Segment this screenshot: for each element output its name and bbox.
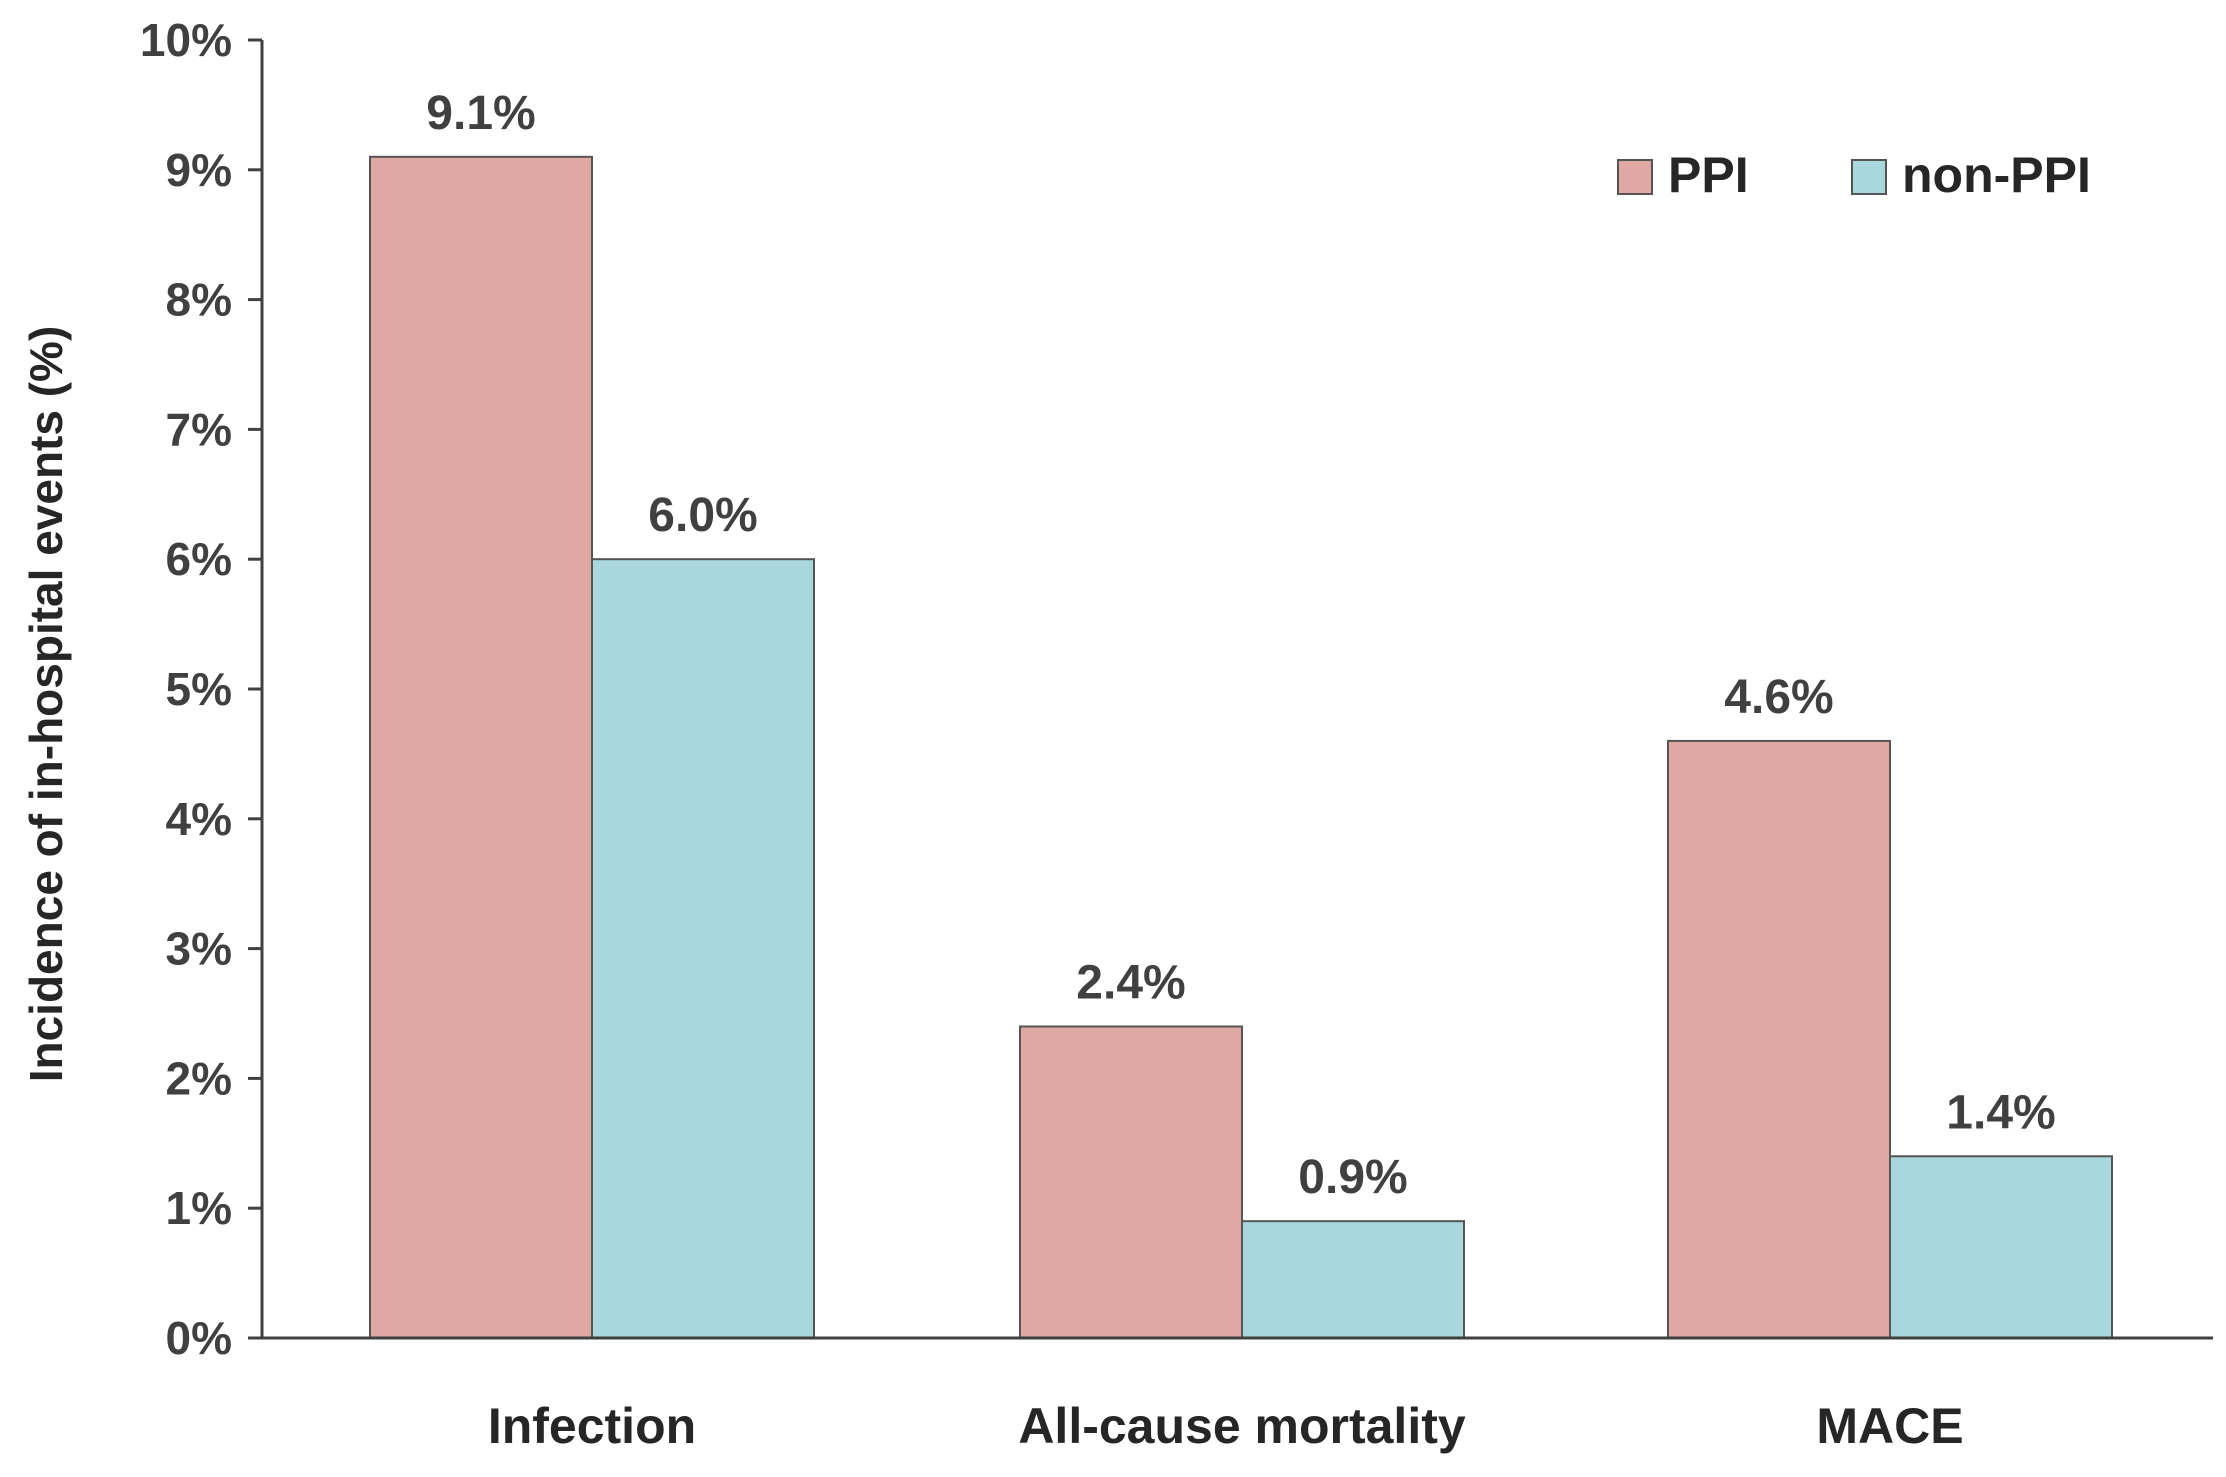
bar-non-ppi-all-cause-mortality [1241,1220,1465,1340]
data-label-non-ppi-mace: 1.4% [1946,1086,2055,1139]
category-label-mace: MACE [1816,1398,1963,1454]
y-tick-label: 3% [166,923,232,975]
data-labels-layer: 9.1% 6.0% 2.4% 0.9% 4.6% 1.4% [426,87,2055,1204]
y-axis-title-group: Incidence of in-hospital events (%) [20,326,72,1083]
category-labels-layer: Infection All-cause mortality MACE [488,1398,1964,1454]
y-tick-label: 0% [166,1312,232,1364]
bar-non-ppi-infection [591,558,815,1339]
bars-layer [369,155,2113,1340]
data-label-ppi-all-cause-mortality: 2.4% [1076,956,1185,1009]
y-tick-label: 6% [166,533,232,585]
y-tick-label: 5% [166,663,232,715]
y-tick-label: 8% [166,274,232,326]
legend: PPI non-PPI [1617,147,2091,203]
bar-ppi-infection [369,155,593,1340]
bar-ppi-mace [1667,739,1891,1339]
data-label-non-ppi-infection: 6.0% [648,489,757,542]
y-tick-label: 10% [140,14,232,66]
legend-label-non-ppi: non-PPI [1902,147,2091,203]
y-tick-label: 9% [166,144,232,196]
data-label-ppi-mace: 4.6% [1724,671,1833,724]
y-tick-label: 2% [166,1052,232,1104]
bar-non-ppi-mace [1889,1155,2113,1340]
data-label-ppi-infection: 9.1% [426,87,535,140]
legend-swatch-ppi [1617,159,1653,195]
y-axis-title: Incidence of in-hospital events (%) [20,326,72,1083]
category-label-all-cause-mortality: All-cause mortality [1018,1398,1466,1454]
y-ticks-layer: 0% 1% 2% 3% 4% 5% 6% 7% 8% 9% 10% [140,14,262,1364]
y-tick-label: 1% [166,1182,232,1234]
bar-ppi-all-cause-mortality [1019,1025,1243,1339]
data-label-non-ppi-all-cause-mortality: 0.9% [1298,1151,1407,1204]
y-tick-label: 4% [166,793,232,845]
legend-swatch-non-ppi [1851,159,1887,195]
y-tick-label: 7% [166,403,232,455]
legend-label-ppi: PPI [1668,147,1749,203]
category-label-infection: Infection [488,1398,696,1454]
